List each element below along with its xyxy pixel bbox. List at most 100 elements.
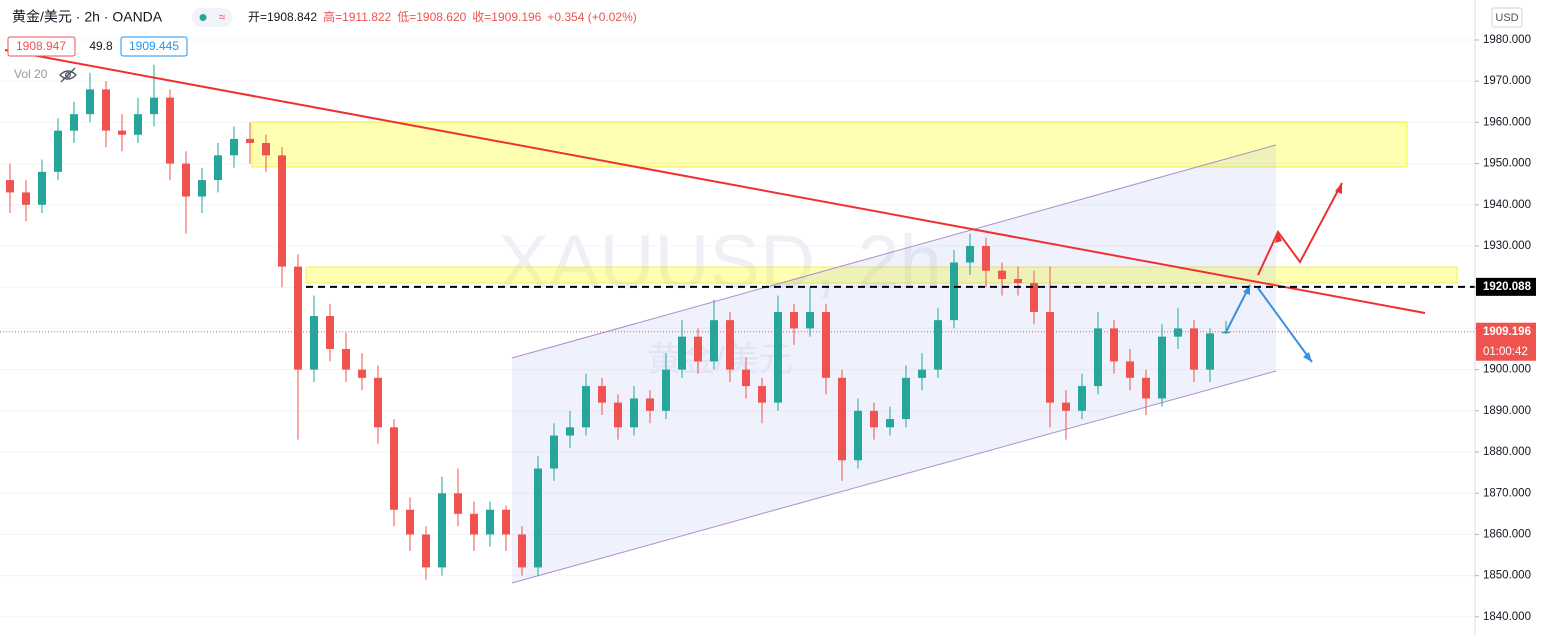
candle-body — [1094, 328, 1102, 387]
hide-icon[interactable] — [59, 67, 77, 83]
candle-body — [38, 171, 46, 205]
candle-body — [582, 386, 590, 428]
eye-slash — [60, 67, 76, 83]
candle-body — [1046, 311, 1054, 403]
candle-body — [118, 130, 126, 135]
candle-body — [54, 130, 62, 172]
candle-body — [134, 114, 142, 135]
candle-body — [854, 410, 862, 461]
candle-body — [966, 246, 974, 263]
candle-body — [790, 311, 798, 329]
candle-body — [934, 320, 942, 370]
candle-body — [246, 138, 254, 143]
countdown: 01:00:42 — [1483, 346, 1528, 358]
candle-body — [870, 410, 878, 428]
spread: 49.8 — [89, 39, 113, 53]
levels — [0, 285, 1475, 333]
candle-body — [822, 311, 830, 378]
ask[interactable]: 1909.445 — [129, 39, 179, 53]
candle-body — [1142, 377, 1150, 399]
y-tick-label: 1960.000 — [1483, 116, 1531, 128]
candle-body — [198, 180, 206, 197]
arrow-path — [1257, 287, 1313, 363]
candle-body — [1126, 361, 1134, 378]
candle-body — [678, 336, 686, 370]
candle-body — [710, 320, 718, 362]
channel-line — [511, 370, 1277, 584]
y-tick-label: 1840.000 — [1483, 611, 1531, 623]
quote: 开=1908.842 高=1911.822 低=1908.620 收=1909.196… — [248, 9, 637, 24]
candle-body — [262, 142, 270, 156]
candle-body — [1158, 336, 1166, 399]
candle-body — [6, 180, 14, 193]
candle-body — [902, 377, 910, 420]
watermark: XAUUSD, 2h — [498, 220, 942, 305]
y-tick-label: 1880.000 — [1483, 446, 1531, 458]
quote-item: +0.354 (+0.02%) — [547, 10, 636, 24]
currency[interactable]: USD — [1495, 12, 1518, 24]
candle-body — [1062, 402, 1070, 411]
y-tick-label: 1950.000 — [1483, 158, 1531, 170]
candle-body — [438, 493, 446, 568]
candle-body — [630, 398, 638, 428]
candle-body — [374, 377, 382, 428]
y-tick-label: 1860.000 — [1483, 528, 1531, 540]
candle-body — [86, 89, 94, 115]
candle-body — [326, 316, 334, 350]
candles — [6, 64, 1230, 580]
price-axis: 1840.000 1850.000 1860.000 1870.000 1880.000… — [1475, 34, 1536, 623]
y-tick-label: 1970.000 — [1483, 75, 1531, 87]
candle-body — [550, 435, 558, 469]
candle-body — [358, 369, 366, 378]
candle-body — [1078, 386, 1086, 411]
ask-box[interactable] — [120, 36, 188, 57]
candle-body — [982, 246, 990, 271]
arrow-head — [1275, 232, 1282, 243]
candle-body — [342, 349, 350, 370]
candle-body — [454, 493, 462, 514]
candle-body — [742, 369, 750, 387]
quote-item: 开=1908.842 — [248, 10, 317, 24]
candle-body — [150, 97, 158, 115]
candle-body — [950, 262, 958, 321]
candle-body — [102, 89, 110, 131]
candle-body — [726, 320, 734, 370]
volume-label: Vol 20 — [14, 67, 48, 81]
candle-body — [534, 468, 542, 568]
candle-body — [518, 534, 526, 568]
zone-box — [251, 121, 1408, 168]
candle-body — [918, 369, 926, 378]
candle-body — [1222, 331, 1230, 334]
candle-body — [214, 155, 222, 181]
level-label: 1920.088 — [1483, 281, 1532, 293]
y-tick-label: 1940.000 — [1483, 199, 1531, 211]
status-icon: ≈ — [219, 10, 226, 24]
bid-box[interactable] — [7, 36, 76, 57]
quote-item: 低=1908.620 — [397, 10, 466, 24]
level-tag — [1476, 277, 1536, 296]
y-tick-label: 1930.000 — [1483, 240, 1531, 252]
candle-body — [470, 513, 478, 535]
y-tick-label: 1980.000 — [1483, 34, 1531, 46]
candle-body — [22, 192, 30, 205]
symbol[interactable]: 黄金/美元 · 2h · OANDA — [12, 9, 163, 25]
candle-body — [886, 419, 894, 428]
candle-body — [294, 266, 302, 370]
candle-body — [774, 311, 782, 403]
candle-body — [486, 509, 494, 535]
eye-pupil — [65, 72, 71, 78]
candle-body — [310, 316, 318, 370]
candle-body — [1190, 328, 1198, 370]
candle-body — [230, 138, 238, 156]
candle-body — [1206, 333, 1214, 370]
bid[interactable]: 1908.947 — [16, 39, 66, 53]
candle-body — [806, 311, 814, 329]
quote-item: 收=1909.196 — [472, 10, 541, 24]
channel-line — [511, 144, 1277, 359]
grid — [0, 39, 1475, 618]
quote-item: 高=1911.822 — [323, 9, 391, 24]
candle-body — [390, 427, 398, 510]
y-tick-label: 1900.000 — [1483, 364, 1531, 376]
channel-fill — [512, 145, 1276, 583]
